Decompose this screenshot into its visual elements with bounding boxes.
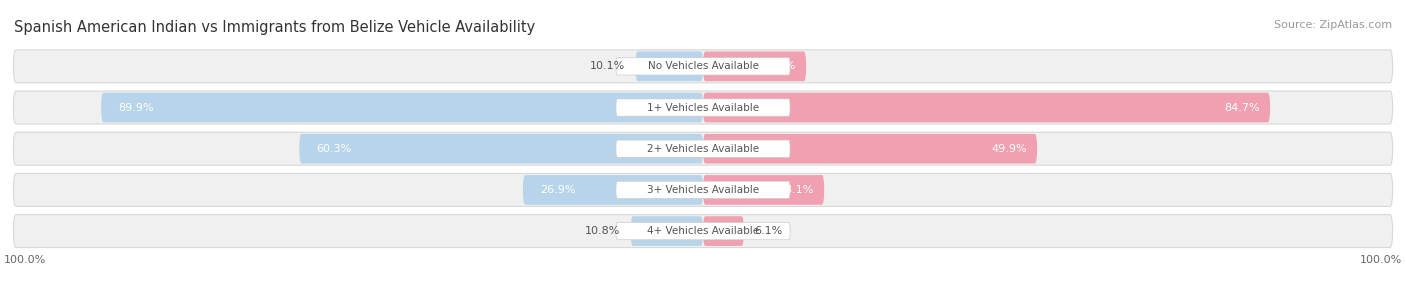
FancyBboxPatch shape — [636, 51, 703, 81]
FancyBboxPatch shape — [616, 58, 790, 75]
FancyBboxPatch shape — [14, 132, 1392, 165]
Text: 26.9%: 26.9% — [540, 185, 575, 195]
Text: 6.1%: 6.1% — [754, 226, 782, 236]
Text: 49.9%: 49.9% — [991, 144, 1026, 154]
Text: 84.7%: 84.7% — [1225, 103, 1260, 112]
Text: Source: ZipAtlas.com: Source: ZipAtlas.com — [1274, 20, 1392, 30]
FancyBboxPatch shape — [631, 216, 703, 246]
Text: 10.1%: 10.1% — [591, 61, 626, 71]
FancyBboxPatch shape — [703, 51, 806, 81]
FancyBboxPatch shape — [14, 214, 1392, 248]
Text: 18.1%: 18.1% — [779, 185, 814, 195]
Text: 3+ Vehicles Available: 3+ Vehicles Available — [647, 185, 759, 195]
Text: No Vehicles Available: No Vehicles Available — [648, 61, 758, 71]
Text: 2+ Vehicles Available: 2+ Vehicles Available — [647, 144, 759, 154]
FancyBboxPatch shape — [14, 173, 1392, 206]
FancyBboxPatch shape — [703, 216, 744, 246]
FancyBboxPatch shape — [14, 91, 1392, 124]
Text: 4+ Vehicles Available: 4+ Vehicles Available — [647, 226, 759, 236]
Text: 1+ Vehicles Available: 1+ Vehicles Available — [647, 103, 759, 112]
Text: 100.0%: 100.0% — [4, 255, 46, 265]
FancyBboxPatch shape — [616, 99, 790, 116]
Text: 100.0%: 100.0% — [1360, 255, 1402, 265]
FancyBboxPatch shape — [101, 93, 703, 122]
FancyBboxPatch shape — [703, 134, 1038, 164]
Text: 60.3%: 60.3% — [316, 144, 352, 154]
FancyBboxPatch shape — [703, 93, 1270, 122]
Text: Spanish American Indian vs Immigrants from Belize Vehicle Availability: Spanish American Indian vs Immigrants fr… — [14, 20, 536, 35]
FancyBboxPatch shape — [616, 181, 790, 198]
FancyBboxPatch shape — [14, 50, 1392, 83]
FancyBboxPatch shape — [616, 140, 790, 157]
FancyBboxPatch shape — [299, 134, 703, 164]
Text: 89.9%: 89.9% — [118, 103, 153, 112]
FancyBboxPatch shape — [616, 223, 790, 240]
FancyBboxPatch shape — [703, 175, 824, 205]
Text: 15.4%: 15.4% — [761, 61, 796, 71]
Text: 10.8%: 10.8% — [585, 226, 620, 236]
FancyBboxPatch shape — [523, 175, 703, 205]
